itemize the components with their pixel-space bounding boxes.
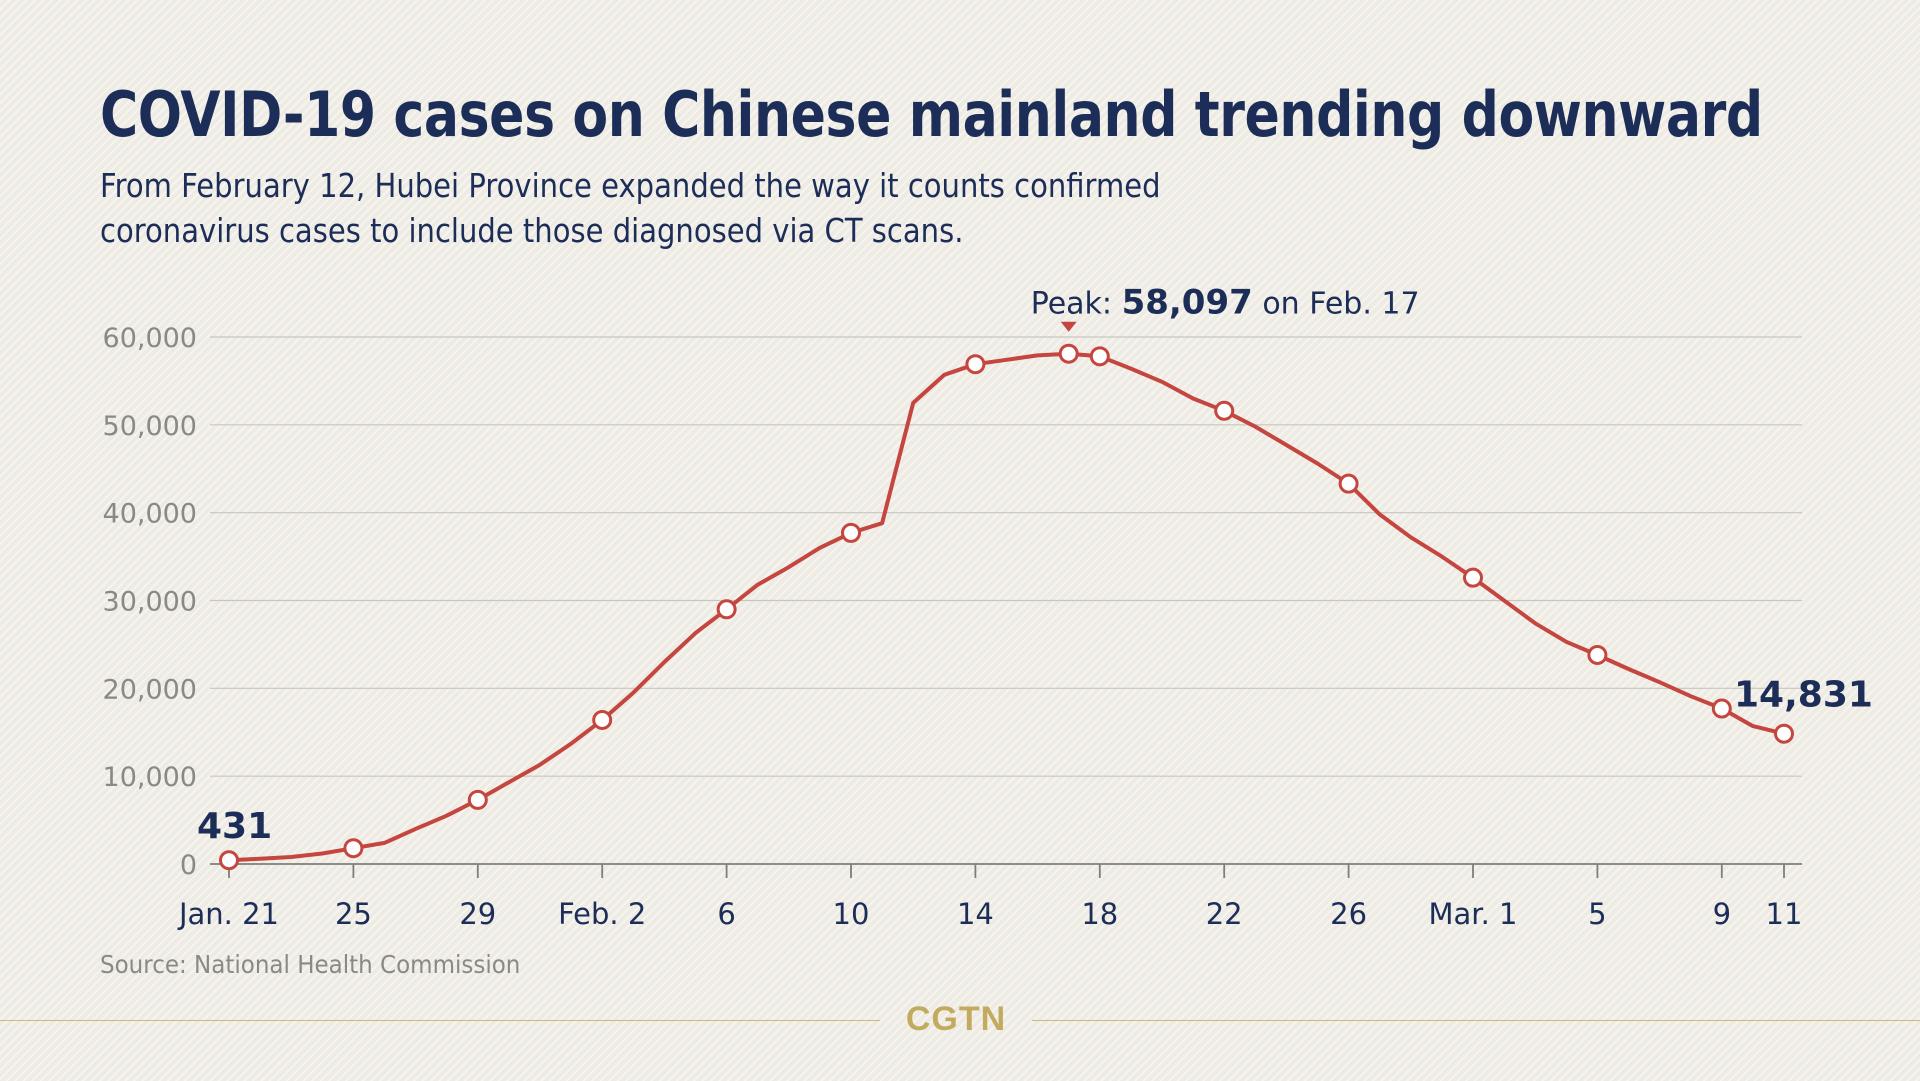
line-chart: 0 10,000 20,000 30,000 40,000 50,000 60,000 Jan… [103, 283, 1873, 931]
x-tick-label: 29 [459, 897, 496, 931]
data-point [1058, 343, 1079, 364]
x-tick-label: Feb. 2 [558, 897, 646, 931]
series-line [227, 351, 1786, 863]
x-tick-label: 18 [1081, 897, 1118, 931]
data-point [1587, 644, 1608, 665]
subtitle-line: From February 12, Hubei Province expande… [100, 166, 1161, 205]
x-tick-label: 10 [833, 897, 870, 931]
x-tick-label: 6 [717, 897, 735, 931]
start-value-label: 431 [197, 806, 272, 847]
x-tick-label: 11 [1766, 897, 1803, 931]
x-tick-label: 5 [1588, 897, 1606, 931]
peak-marker-arrow [1060, 321, 1077, 332]
chart-title: COVID-19 cases on Chinese mainland trend… [100, 78, 1763, 151]
y-tick-label: 20,000 [103, 674, 197, 705]
data-point [841, 522, 861, 543]
x-tick-label: Jan. 21 [177, 897, 279, 931]
brand-logo: CGTN [905, 1000, 1007, 1038]
y-tick-label: 50,000 [103, 411, 197, 442]
y-tick-label: 60,000 [103, 323, 197, 354]
subtitle-line: coronavirus cases to include those diagn… [100, 211, 964, 250]
end-value-label: 14,831 [1734, 675, 1873, 716]
chart-subtitle: From February 12, Hubei Province expande… [100, 163, 1161, 253]
y-tick-label: 0 [180, 850, 197, 881]
data-point [592, 709, 613, 730]
x-tick-label: Mar. 1 [1429, 897, 1518, 931]
peak-annotation: Peak: 58,097 on Feb. 17 [1031, 283, 1420, 323]
data-point [716, 599, 737, 620]
data-point [1214, 400, 1235, 421]
peak-prefix: Peak: [1031, 287, 1122, 322]
footer-divider-left [0, 1020, 880, 1021]
data-point [1711, 698, 1732, 719]
peak-value: 58,097 [1122, 283, 1253, 323]
y-tick-label: 30,000 [103, 587, 197, 618]
x-tick-label: 9 [1713, 897, 1731, 931]
data-point [1089, 346, 1110, 367]
data-point [1774, 723, 1794, 744]
y-tick-label: 40,000 [103, 499, 197, 530]
data-point [965, 354, 986, 375]
x-tick-label: 22 [1206, 897, 1243, 931]
data-point [343, 838, 364, 859]
data-point [467, 789, 488, 810]
peak-suffix: on Feb. 17 [1253, 287, 1420, 322]
x-tick-label: 26 [1330, 897, 1367, 931]
data-point [219, 850, 239, 871]
source-note: Source: National Health Commission [100, 950, 521, 979]
data-point [1463, 567, 1483, 588]
data-point [1338, 473, 1359, 494]
x-tick-label: 14 [957, 897, 994, 931]
x-tick-label: 25 [335, 897, 372, 931]
y-tick-label: 10,000 [103, 762, 197, 793]
footer-divider-right [1032, 1020, 1920, 1021]
